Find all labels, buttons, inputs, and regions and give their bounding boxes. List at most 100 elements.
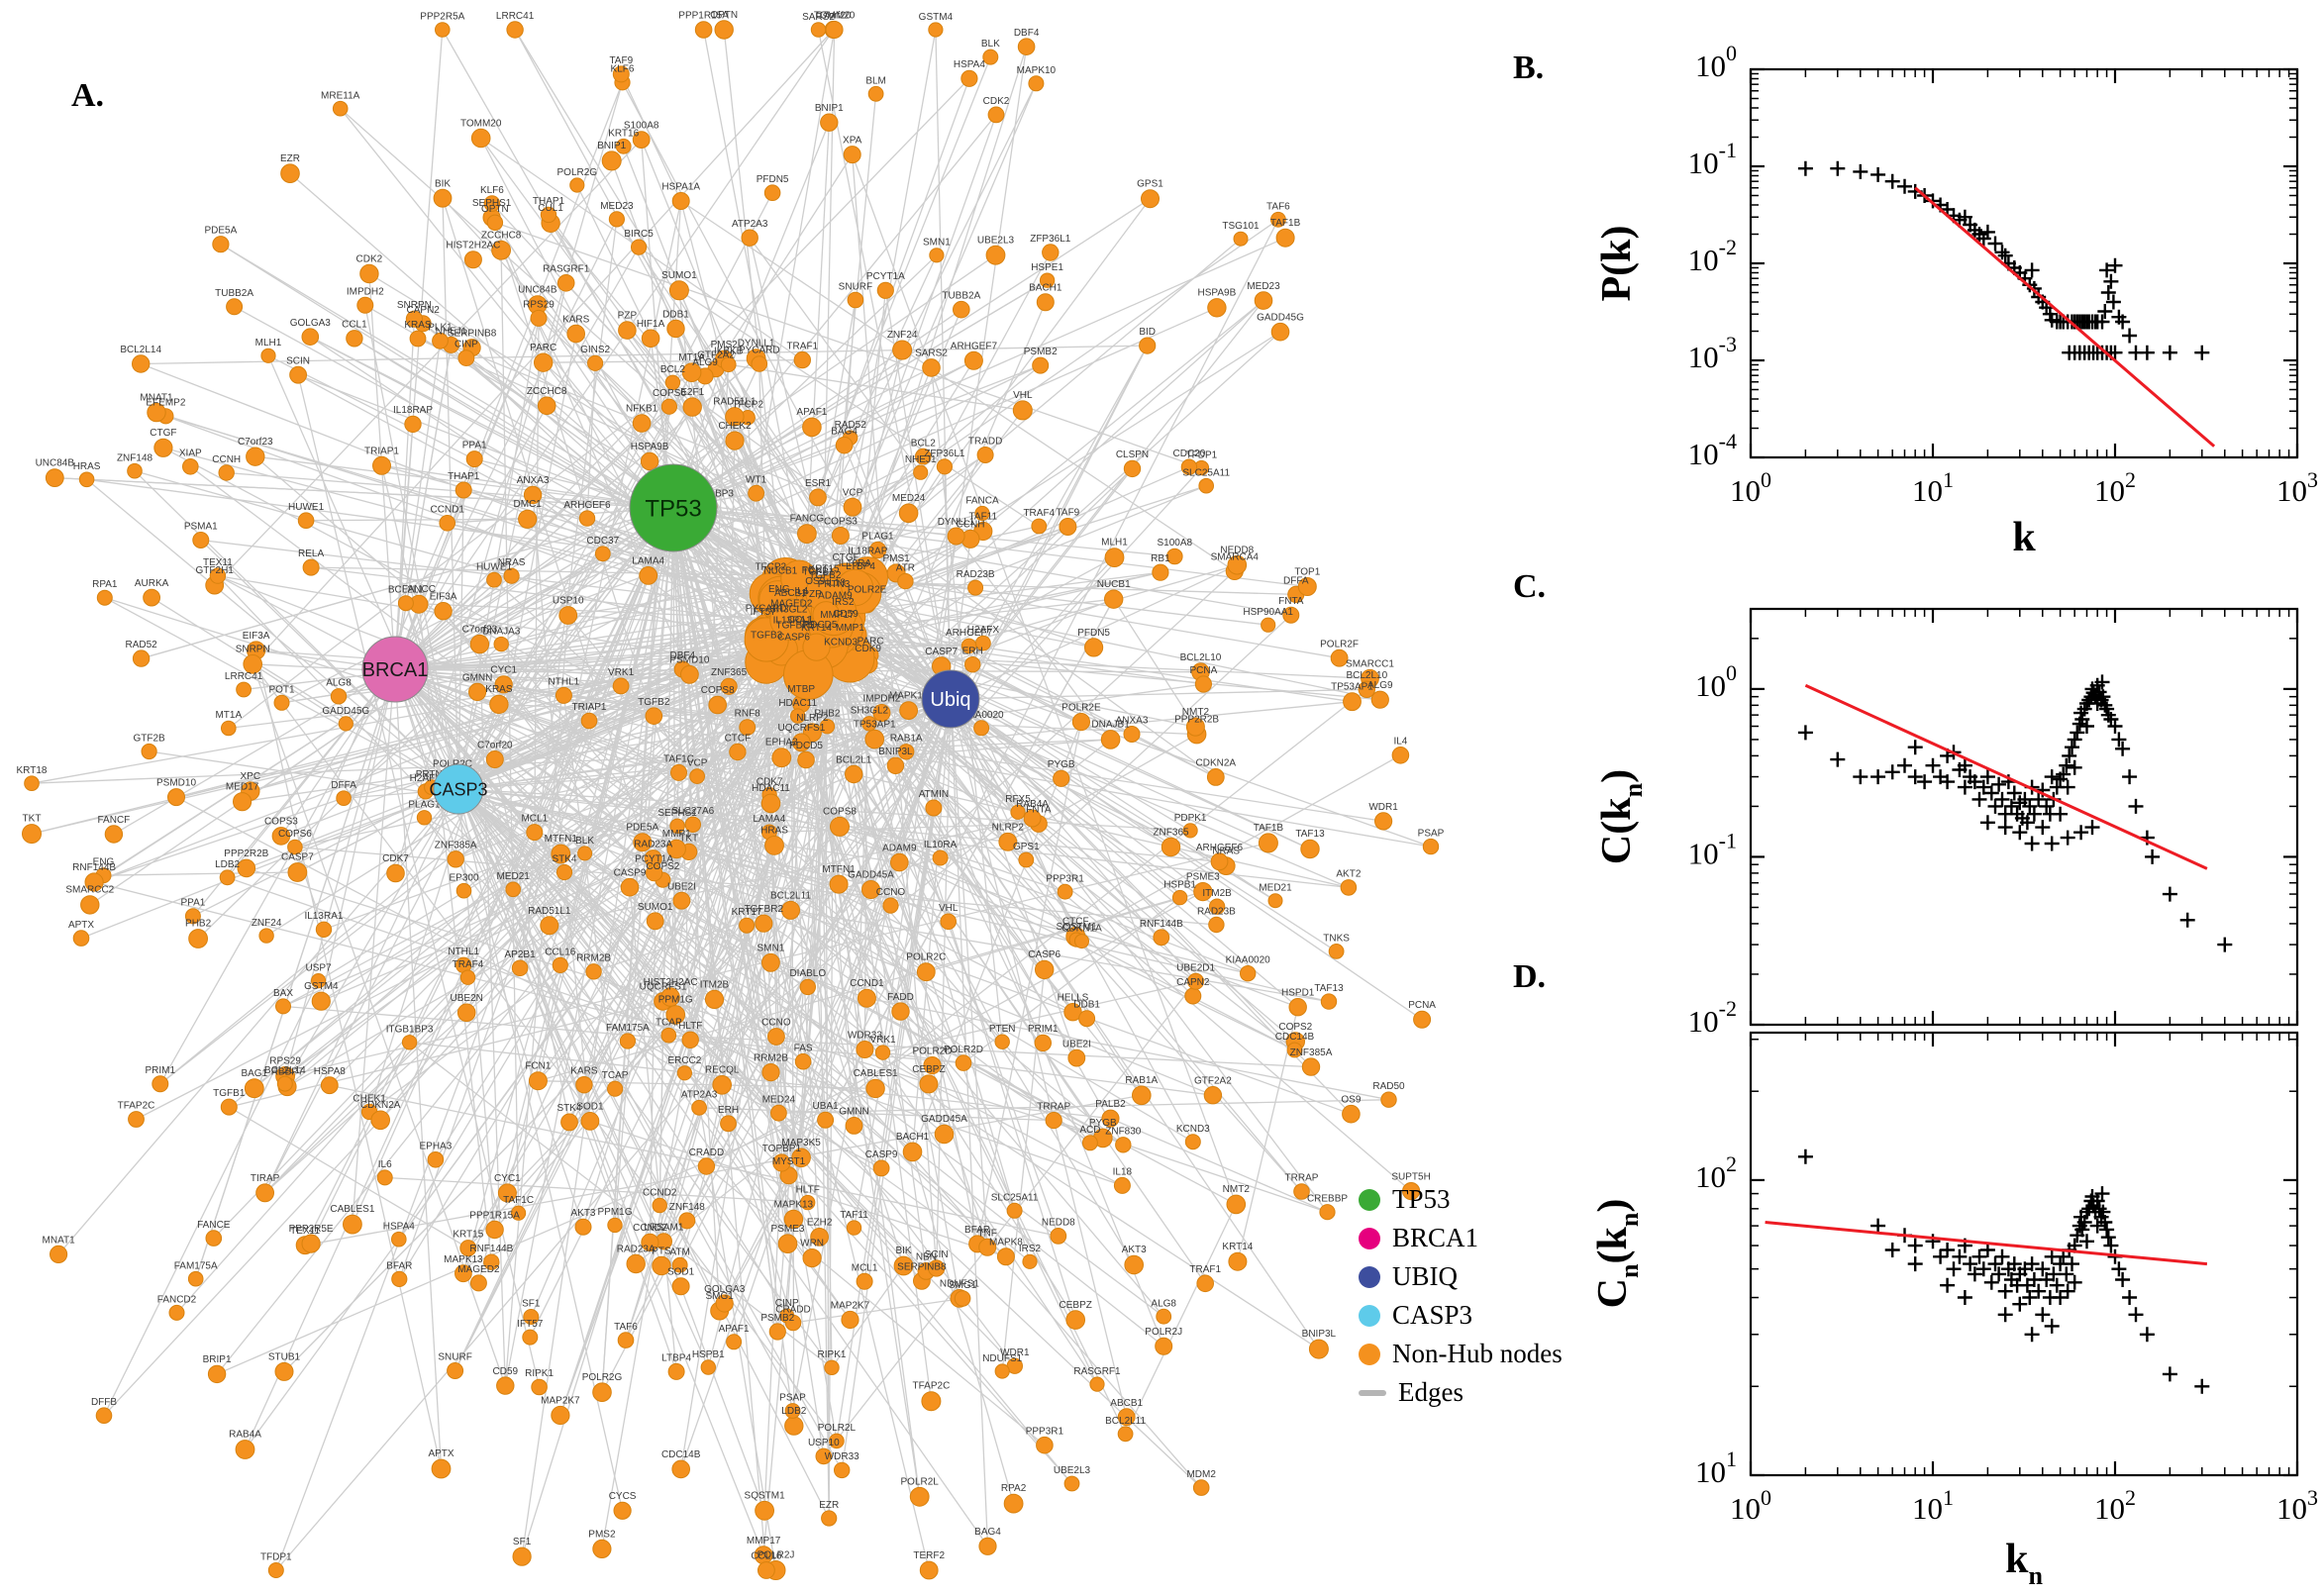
network-node <box>506 21 524 39</box>
scatter-point <box>1933 1248 1949 1264</box>
scatter-point <box>2162 1366 2177 1382</box>
network-node <box>664 374 681 390</box>
network-edge <box>454 750 739 860</box>
scatter-point <box>2217 937 2233 952</box>
network-node <box>566 324 586 344</box>
network-node <box>580 1112 600 1131</box>
scatter-point <box>2089 1218 2105 1234</box>
network-node <box>1042 244 1060 261</box>
network-node <box>592 1539 612 1559</box>
network-node <box>923 1056 942 1075</box>
axis-tick-label: 10-2 <box>1688 996 1737 1039</box>
network-node <box>712 1075 733 1095</box>
network-node <box>700 1359 716 1375</box>
scatter-point <box>1853 769 1868 785</box>
network-node <box>919 1560 939 1580</box>
network-node <box>577 846 593 861</box>
plot-ticks <box>1749 67 2299 459</box>
network-node <box>1012 400 1033 421</box>
network-node <box>632 131 651 150</box>
network-node <box>401 1035 418 1050</box>
network-node <box>219 869 236 886</box>
network-node <box>947 527 965 546</box>
network-edge <box>672 507 767 1571</box>
network-node <box>720 1115 737 1133</box>
network-edge <box>1110 1118 1328 1213</box>
scatter-point <box>1830 160 1846 176</box>
network-node <box>1301 1057 1321 1076</box>
network-node <box>483 195 501 212</box>
network-node <box>356 296 374 314</box>
network-edge <box>394 668 443 1469</box>
network-node <box>297 512 315 530</box>
network-edge <box>478 644 506 1386</box>
network-node <box>432 332 449 349</box>
network-node <box>666 839 686 859</box>
network-node <box>511 959 529 977</box>
network-nodes <box>22 20 1440 1580</box>
network-node <box>641 329 660 349</box>
network-node <box>867 85 884 102</box>
scatter-point <box>2128 798 2144 814</box>
network-edge <box>467 651 821 978</box>
network-edge <box>80 788 459 940</box>
network-node <box>260 348 276 363</box>
scatter-point <box>2128 1307 2144 1323</box>
scatter-point <box>2044 836 2060 851</box>
network-node <box>96 589 113 606</box>
network-edge <box>457 489 464 790</box>
network-edge <box>950 688 1367 700</box>
scatter-point <box>2053 806 2069 822</box>
network-node <box>641 1233 659 1252</box>
scatter-point <box>1870 769 1886 785</box>
network-node <box>1187 972 1205 990</box>
network-node <box>861 880 880 899</box>
network-node <box>226 298 244 316</box>
network-edge <box>343 507 674 799</box>
network-edge <box>724 598 1115 1304</box>
network-edge <box>950 698 1077 1058</box>
network-node <box>244 1078 264 1099</box>
network-node <box>433 188 453 208</box>
network-node <box>1117 1408 1136 1427</box>
network-node <box>336 790 352 807</box>
network-node <box>127 462 143 479</box>
scatter-point <box>1797 725 1813 741</box>
network-node <box>301 328 320 347</box>
network-node <box>104 825 124 844</box>
axis-label: k <box>2012 515 2036 560</box>
network-node <box>575 1076 593 1094</box>
network-node <box>994 1034 1010 1049</box>
network-node <box>665 1005 686 1025</box>
network-node <box>95 1407 113 1424</box>
network-node <box>761 1063 780 1082</box>
network-edge <box>454 650 819 860</box>
network-node <box>1104 548 1125 567</box>
plot-frame <box>1749 67 2299 459</box>
scatter-point <box>2111 732 2127 748</box>
network-edge <box>817 29 952 700</box>
network-node <box>1039 272 1056 288</box>
network-edge <box>398 635 789 1280</box>
network-edge <box>93 643 802 883</box>
network-node <box>447 850 464 868</box>
network-edge <box>514 29 856 588</box>
network-node <box>928 1259 946 1277</box>
network-node <box>1022 1253 1038 1269</box>
network-edge <box>669 29 836 998</box>
network-node <box>973 720 990 737</box>
network-edge <box>304 1094 1142 1247</box>
scatter-point <box>2115 1272 2131 1287</box>
network-edge <box>956 536 1112 741</box>
network-node <box>846 1220 862 1236</box>
network-edge <box>950 698 988 1247</box>
network-edge <box>477 507 674 1284</box>
legend-item-tp53: TP53 <box>1359 1184 1563 1215</box>
network-node <box>459 969 476 985</box>
network-node <box>1286 1042 1303 1058</box>
network-node <box>777 1234 798 1253</box>
network-node <box>898 744 915 760</box>
network-node <box>1155 1337 1173 1355</box>
network-node <box>72 930 90 947</box>
network-node <box>1123 459 1142 478</box>
